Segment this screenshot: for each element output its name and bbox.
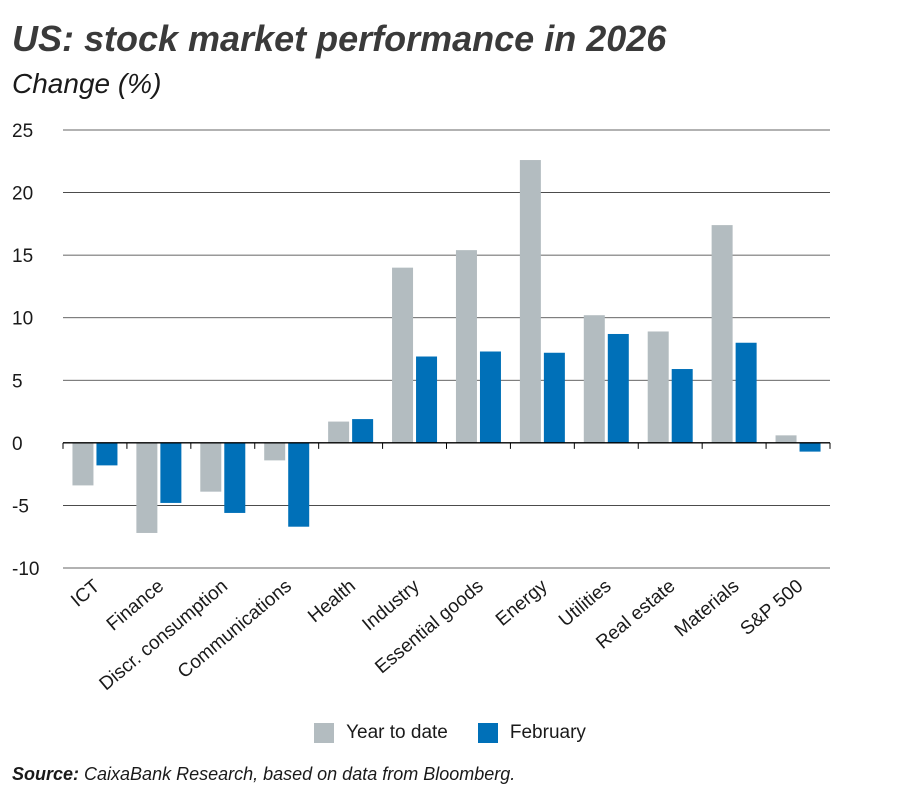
bar-ytd bbox=[136, 442, 158, 533]
source-label: Source: bbox=[12, 764, 80, 784]
bars bbox=[72, 160, 821, 533]
bar-ytd bbox=[200, 442, 222, 492]
bar-ytd bbox=[583, 315, 605, 443]
x-category-label: Health bbox=[304, 576, 360, 627]
legend-item-february: February bbox=[477, 722, 586, 744]
bar-february bbox=[224, 442, 246, 513]
x-category-label: S&P 500 bbox=[737, 576, 808, 640]
bar-ytd bbox=[328, 421, 350, 443]
bar-ytd bbox=[711, 225, 733, 443]
x-category-label: Communications bbox=[174, 576, 296, 683]
legend-label-ytd: Year to date bbox=[346, 722, 448, 743]
bar-ytd bbox=[72, 442, 94, 486]
bar-february bbox=[96, 442, 118, 466]
legend: Year to date February bbox=[0, 722, 900, 744]
legend-swatch-ytd bbox=[314, 723, 335, 743]
bar-ytd bbox=[519, 160, 541, 443]
y-tick-label: 20 bbox=[12, 184, 33, 205]
bar-february bbox=[607, 333, 629, 443]
zero-axis bbox=[62, 442, 831, 449]
y-tick-label: 15 bbox=[12, 246, 33, 267]
bar-february bbox=[735, 342, 757, 443]
bar-ytd bbox=[647, 331, 669, 443]
y-axis-ticks: -10 -5 0 5 10 15 20 25 bbox=[12, 121, 39, 580]
y-tick-label: 10 bbox=[12, 309, 33, 330]
bar-february bbox=[799, 442, 821, 452]
y-tick-label: -10 bbox=[12, 559, 39, 580]
bar-ytd bbox=[264, 442, 286, 461]
grid-lines bbox=[63, 129, 830, 569]
bar-february bbox=[416, 356, 438, 443]
bar-ytd bbox=[455, 250, 477, 443]
x-category-label: Utilities bbox=[555, 576, 615, 631]
y-tick-label: 25 bbox=[12, 121, 33, 142]
x-category-label: ICT bbox=[67, 575, 104, 611]
legend-item-ytd: Year to date bbox=[314, 722, 448, 744]
bar-february bbox=[288, 442, 310, 527]
chart-subtitle: Change (%) bbox=[12, 68, 162, 99]
x-category-label: Materials bbox=[671, 576, 744, 642]
bar-february bbox=[543, 352, 565, 443]
bar-february bbox=[352, 419, 374, 443]
x-category-label: Energy bbox=[492, 575, 552, 630]
bar-ytd bbox=[775, 435, 797, 443]
y-tick-label: -5 bbox=[12, 496, 29, 517]
source-note: Source: CaixaBank Research, based on dat… bbox=[12, 764, 515, 785]
bar-february bbox=[479, 351, 501, 443]
legend-swatch-february bbox=[477, 723, 498, 743]
y-tick-label: 5 bbox=[12, 371, 23, 392]
bar-february bbox=[160, 442, 182, 503]
bar-february bbox=[671, 369, 693, 443]
legend-label-february: February bbox=[509, 722, 586, 743]
x-category-label: Essential goods bbox=[371, 576, 487, 678]
source-text: CaixaBank Research, based on data from B… bbox=[79, 764, 516, 784]
chart-title: US: stock market performance in 2026 bbox=[12, 18, 667, 59]
bar-ytd bbox=[392, 267, 414, 443]
y-tick-label: 0 bbox=[12, 434, 23, 455]
